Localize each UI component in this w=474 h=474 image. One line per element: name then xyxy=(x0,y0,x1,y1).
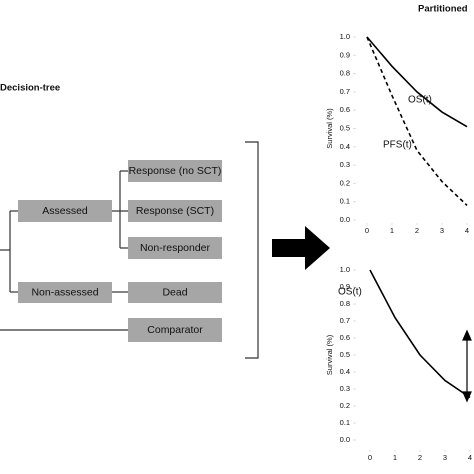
node-label: Response (no SCT) xyxy=(129,165,222,177)
y-tick-label: 0.8 xyxy=(340,299,350,308)
y-tick-label: 0.6 xyxy=(340,105,350,114)
series-label: OS(t) xyxy=(408,95,432,106)
y-axis-title: Survival (%) xyxy=(325,108,334,149)
series-line xyxy=(369,269,471,399)
y-tick-label: 0.5 xyxy=(340,350,350,359)
node: Non-assessed xyxy=(18,282,112,303)
node: Dead xyxy=(128,282,222,303)
gap-arrow xyxy=(462,329,472,403)
y-tick-label: 0.4 xyxy=(340,142,350,151)
y-tick-label: 0.1 xyxy=(340,418,350,427)
node-label: Response (SCT) xyxy=(136,205,214,217)
panel-title: Partitioned xyxy=(418,4,468,15)
node: Assessed xyxy=(18,200,112,222)
y-tick-label: 0.9 xyxy=(340,50,350,59)
x-tick-label: 1 xyxy=(393,453,397,462)
y-axis-title: Survival (%) xyxy=(325,334,334,375)
x-tick-label: 4 xyxy=(468,453,472,462)
y-tick-label: 0.2 xyxy=(340,401,350,410)
y-tick-label: 0.9 xyxy=(340,282,350,291)
series-line xyxy=(366,36,468,206)
y-tick-label: 0.5 xyxy=(340,123,350,132)
y-tick-label: 0.8 xyxy=(340,69,350,78)
node-label: Assessed xyxy=(42,205,88,217)
node: Response (no SCT) xyxy=(128,160,222,182)
x-tick-label: 0 xyxy=(368,453,372,462)
series-line xyxy=(366,36,468,128)
y-tick-label: 0.0 xyxy=(340,215,350,224)
node: Non-responder xyxy=(128,237,222,259)
y-tick-label: 0.2 xyxy=(340,178,350,187)
x-tick-label: 2 xyxy=(415,226,419,235)
y-tick-label: 0.3 xyxy=(340,160,350,169)
node-label: Dead xyxy=(162,286,187,298)
node-label: Non-responder xyxy=(140,242,211,254)
x-tick-label: 0 xyxy=(365,226,369,235)
series-label: PFS(t) xyxy=(383,140,412,151)
tree-lines xyxy=(0,141,259,359)
node-label: Non-assessed xyxy=(31,286,98,298)
y-tick-label: 1.0 xyxy=(340,32,350,41)
y-tick-label: 0.4 xyxy=(340,367,350,376)
x-tick-label: 3 xyxy=(443,453,447,462)
node: Response (SCT) xyxy=(128,200,222,222)
node-label: Comparator xyxy=(147,324,203,336)
x-tick-label: 1 xyxy=(390,226,394,235)
node: Comparator xyxy=(128,318,222,342)
y-tick-label: 0.1 xyxy=(340,197,350,206)
series-label: OS(t) xyxy=(338,287,362,298)
y-tick-label: 0.0 xyxy=(340,435,350,444)
y-tick-label: 0.7 xyxy=(340,316,350,325)
y-tick-label: 1.0 xyxy=(340,265,350,274)
x-tick-label: 3 xyxy=(440,226,444,235)
arrow xyxy=(272,226,330,270)
x-tick-label: 2 xyxy=(418,453,422,462)
y-tick-label: 0.3 xyxy=(340,384,350,393)
diagram-title: Decision-tree xyxy=(0,83,60,94)
x-tick-label: 4 xyxy=(465,226,469,235)
y-tick-label: 0.6 xyxy=(340,333,350,342)
y-tick-label: 0.7 xyxy=(340,87,350,96)
